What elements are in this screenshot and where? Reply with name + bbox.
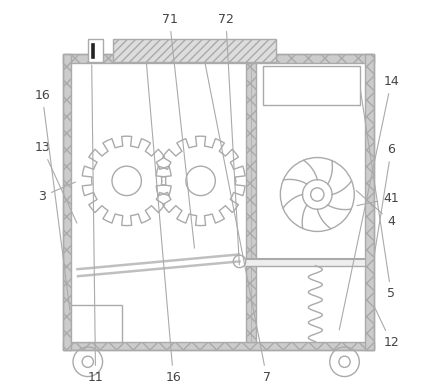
Bar [91,43,94,58]
Bar [71,305,122,342]
Text: 5: 5 [361,90,395,300]
Bar [88,39,103,62]
Bar [246,259,365,266]
Bar [63,54,374,63]
Text: 13: 13 [34,141,77,223]
Text: 3: 3 [38,182,75,203]
Bar [71,63,365,342]
Text: 6: 6 [374,143,395,256]
Text: 16: 16 [34,89,70,310]
Text: 72: 72 [218,13,239,265]
Text: 16: 16 [147,63,181,384]
Text: 71: 71 [162,13,194,248]
Bar [63,54,374,350]
Bar [113,39,277,62]
Bar [365,54,374,350]
Text: 41: 41 [357,192,399,206]
Text: 4: 4 [357,191,395,228]
Bar [263,66,360,105]
Bar [63,54,71,350]
Text: 7: 7 [205,63,271,384]
Bar [63,342,374,350]
Text: 11: 11 [88,65,103,384]
Bar [246,63,256,342]
Text: 12: 12 [375,308,399,349]
Text: 14: 14 [339,75,399,330]
